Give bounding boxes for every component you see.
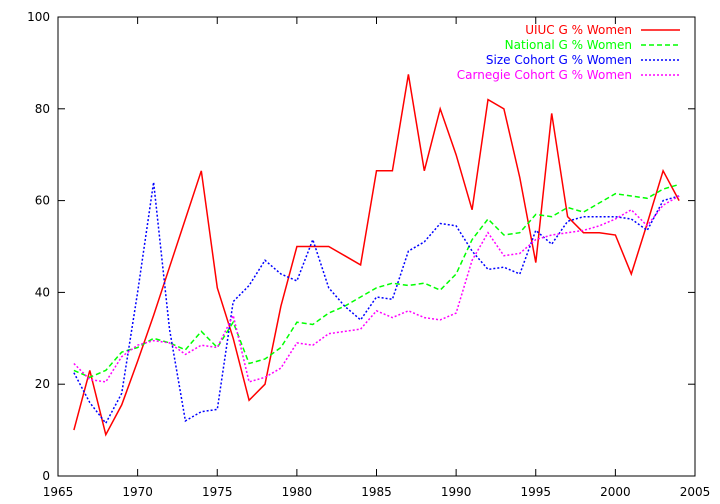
x-tick-label: 1970 bbox=[122, 485, 153, 499]
y-tick-label: 80 bbox=[35, 102, 50, 116]
x-tick-label: 1975 bbox=[202, 485, 233, 499]
series-line-2 bbox=[73, 183, 680, 379]
legend-label: Carnegie Cohort G % Women bbox=[457, 68, 632, 82]
tick-labels: 0 20 40 60 80 100 1965 1970 1975 1980 1985 1990 1995… bbox=[27, 10, 710, 499]
series-line-1 bbox=[73, 74, 680, 437]
x-tick-label: 1980 bbox=[282, 485, 313, 499]
plot-frame bbox=[57, 16, 696, 477]
series-line-3 bbox=[73, 182, 680, 425]
y-tick-label: 60 bbox=[35, 194, 50, 208]
legend-label: National G % Women bbox=[505, 38, 632, 52]
x-tick-label: 1985 bbox=[361, 485, 392, 499]
series-lines bbox=[73, 74, 680, 437]
y-tick-label: 100 bbox=[27, 10, 50, 24]
x-tick-label: 1965 bbox=[43, 485, 74, 499]
tick-marks bbox=[57, 16, 696, 477]
y-tick-label: 0 bbox=[42, 469, 50, 483]
y-tick-label: 20 bbox=[35, 377, 50, 391]
x-tick-label: 2005 bbox=[680, 485, 711, 499]
x-tick-label: 1995 bbox=[520, 485, 551, 499]
series-line-4 bbox=[73, 195, 680, 383]
legend-label: UIUC G % Women bbox=[525, 23, 632, 37]
y-tick-label: 40 bbox=[35, 285, 50, 299]
x-tick-label: 1990 bbox=[441, 485, 472, 499]
legend-label: Size Cohort G % Women bbox=[486, 53, 632, 67]
x-tick-label: 2000 bbox=[600, 485, 631, 499]
